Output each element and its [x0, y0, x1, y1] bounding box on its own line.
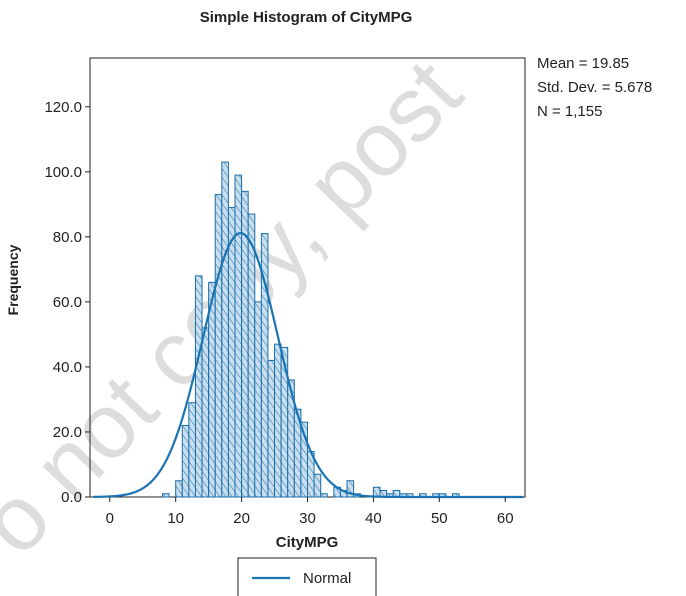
stat-sd: Std. Dev. = 5.678	[537, 79, 652, 96]
x-tick-label: 30	[299, 510, 316, 527]
histogram-bar	[267, 359, 276, 498]
histogram-bar	[181, 424, 190, 498]
histogram-bar	[194, 275, 203, 498]
x-tick-label: 20	[233, 510, 250, 527]
histogram-bar	[247, 213, 256, 498]
histogram-bar	[208, 281, 216, 498]
legend: Normal	[237, 557, 377, 596]
histogram-bar	[313, 473, 322, 498]
histogram-bar	[162, 493, 170, 498]
x-tick-label: 0	[106, 510, 114, 527]
x-tick-label: 10	[167, 510, 184, 527]
y-tick-label: 20.0	[53, 424, 82, 441]
stat-mean: Mean = 19.85	[537, 55, 629, 72]
stat-n: N = 1,155	[537, 103, 602, 120]
y-tick-label: 0.0	[61, 489, 82, 506]
y-tick-label: 120.0	[44, 99, 82, 116]
histogram-bar	[227, 207, 236, 498]
bars-group	[162, 161, 460, 498]
x-axis-label: CityMPG	[276, 534, 339, 551]
histogram-bar	[175, 480, 183, 498]
y-axis-label: Frequency	[5, 244, 21, 315]
histogram-bar	[214, 194, 223, 498]
normal-curve	[93, 232, 524, 499]
x-tick-label: 60	[497, 510, 514, 527]
y-tick-label: 80.0	[53, 229, 82, 246]
chart-title: Simple Histogram of CityMPG	[200, 9, 413, 26]
histogram-bar	[188, 402, 196, 498]
histogram-bar	[201, 327, 210, 498]
legend-label-normal: Normal	[303, 570, 351, 587]
y-tick-label: 40.0	[53, 359, 82, 376]
y-axis: 0.0 20.0 40.0 60.0 80.0 100.0 120.0	[44, 99, 90, 506]
histogram-bar	[221, 161, 229, 498]
histogram-bar	[234, 174, 243, 498]
histogram-bar	[320, 493, 328, 498]
x-axis: 0 10 20 30 40 50 60	[106, 497, 514, 527]
histogram-bar	[274, 343, 282, 498]
y-tick-label: 60.0	[53, 294, 82, 311]
x-tick-label: 40	[365, 510, 382, 527]
histogram-bar	[346, 480, 355, 498]
y-tick-label: 100.0	[44, 164, 82, 181]
histogram-bar	[254, 301, 262, 498]
x-tick-label: 50	[431, 510, 448, 527]
